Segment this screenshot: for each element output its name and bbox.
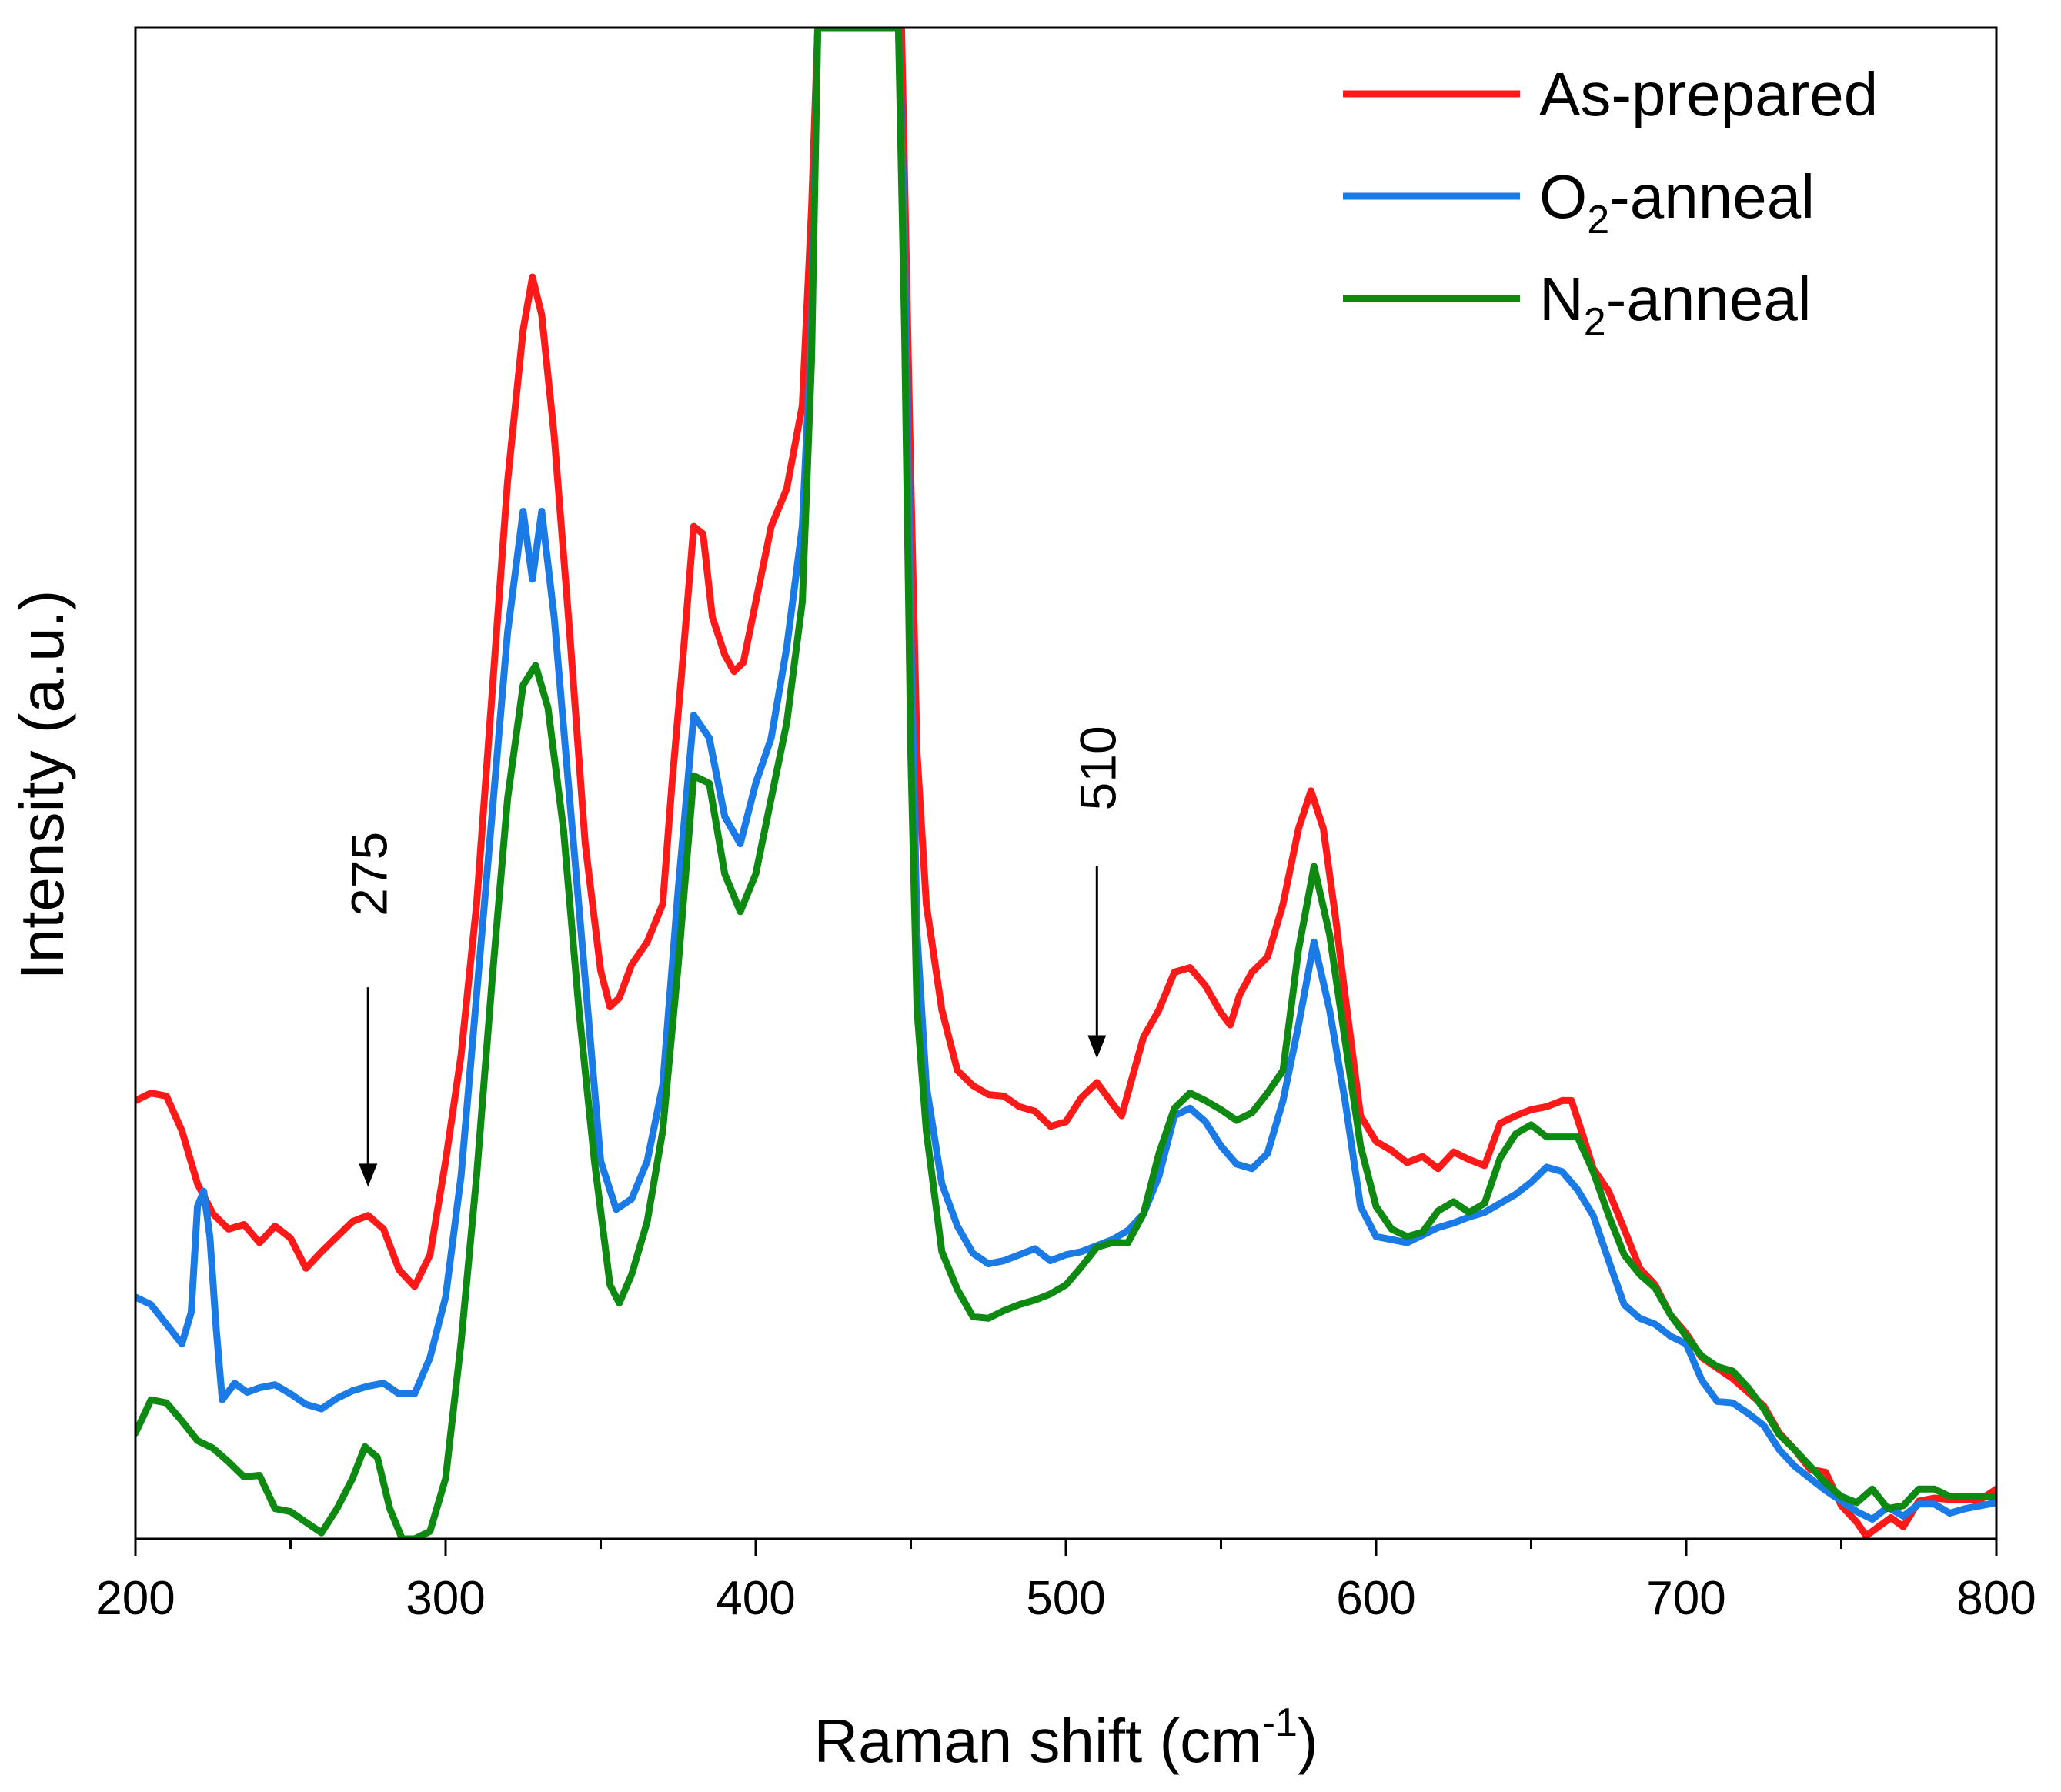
legend-label-tail: -anneal — [1609, 162, 1815, 231]
x-tick-label: 700 — [1646, 1572, 1725, 1625]
annotation-layer: 275 510 — [340, 726, 1126, 1187]
x-tick-label: 500 — [1026, 1572, 1105, 1625]
legend-label-main: N — [1539, 265, 1584, 333]
x-tick-label: 600 — [1336, 1572, 1415, 1625]
series-line-o2-anneal — [135, 28, 1996, 1523]
peak-annotation-275: 275 — [340, 832, 397, 1187]
x-axis-ticks: 200 300 400 500 600 700 800 — [95, 1539, 2036, 1625]
legend-item-n2-anneal: N2-anneal — [1343, 265, 1812, 345]
series-layer — [135, 28, 1996, 1539]
x-tick-label: 800 — [1956, 1572, 2036, 1625]
x-axis-title-superscript: -1 — [1262, 1700, 1298, 1745]
peak-label: 510 — [1069, 726, 1126, 810]
y-axis-title: Intensity (a.u.) — [8, 590, 76, 980]
legend-item-o2-anneal: O2-anneal — [1343, 162, 1815, 242]
x-axis-title-main: Raman shift (cm — [813, 1707, 1261, 1775]
legend-item-as-prepared: As-prepared — [1343, 60, 1878, 128]
legend-label: O2-anneal — [1539, 162, 1815, 242]
legend-label-main: As-prepared — [1539, 60, 1878, 128]
x-tick-label: 300 — [406, 1572, 485, 1625]
series-line-n2-anneal — [135, 28, 1996, 1539]
peak-annotation-510: 510 — [1069, 726, 1126, 1059]
x-tick-label: 400 — [716, 1572, 795, 1625]
x-tick-label: 200 — [95, 1572, 175, 1625]
peak-arrow-head — [359, 1163, 378, 1187]
legend-label-main: O — [1539, 162, 1587, 231]
x-axis-title-end: ) — [1298, 1707, 1318, 1775]
legend-label-subscript: 2 — [1584, 300, 1606, 345]
legend-label-tail: -anneal — [1606, 265, 1812, 333]
peak-arrow-head — [1087, 1035, 1107, 1059]
legend-label: N2-anneal — [1539, 265, 1812, 345]
legend-label: As-prepared — [1539, 60, 1878, 128]
legend-label-subscript: 2 — [1587, 198, 1609, 242]
x-axis-title: Raman shift (cm-1) — [813, 1700, 1318, 1775]
peak-label: 275 — [340, 832, 397, 916]
